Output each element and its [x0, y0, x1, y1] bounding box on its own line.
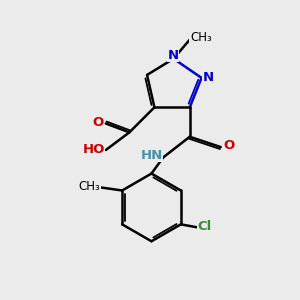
Text: Cl: Cl — [197, 220, 212, 233]
Text: O: O — [223, 139, 235, 152]
Text: N: N — [202, 71, 214, 84]
Text: CH₃: CH₃ — [78, 180, 100, 193]
Text: N: N — [167, 49, 178, 62]
Text: HN: HN — [141, 149, 163, 162]
Text: O: O — [92, 116, 103, 128]
Text: CH₃: CH₃ — [190, 31, 212, 44]
Text: HO: HO — [82, 143, 105, 156]
